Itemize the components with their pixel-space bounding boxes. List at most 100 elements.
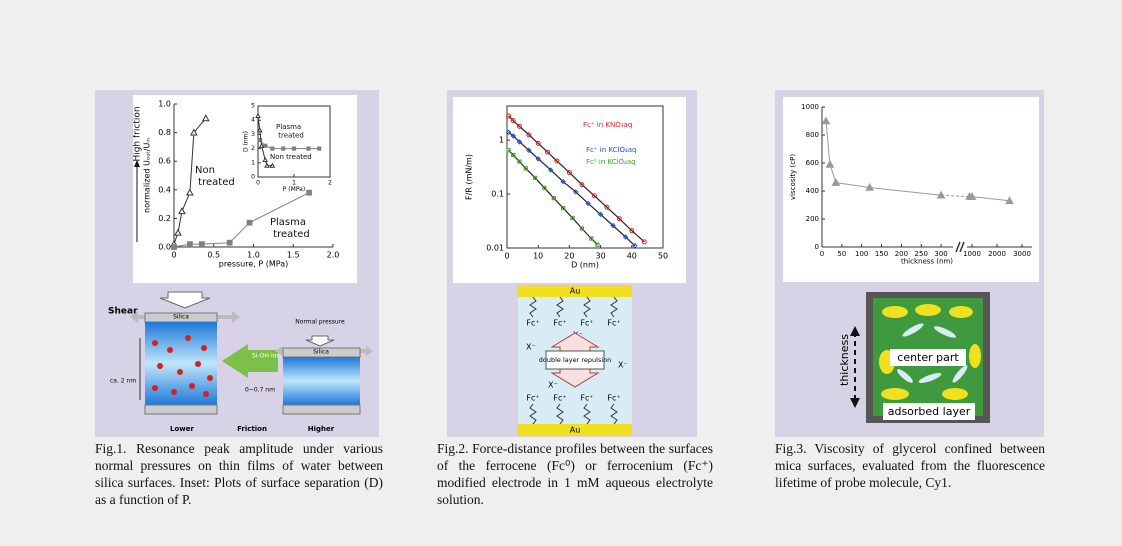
y-tick-label: 2 <box>251 145 255 152</box>
marker <box>572 189 579 195</box>
x-tick-label: 1.5 <box>287 251 300 260</box>
y-tick-label: 5 <box>251 103 255 110</box>
marker <box>610 222 616 229</box>
marker <box>198 241 205 248</box>
label: ca. 2 nm <box>110 378 136 385</box>
diagram: Au Au Fc⁺ Fc⁺ Fc⁺ Fc⁺ Fc⁺ Fc⁺ Fc⁺ Fc⁺ X⁻… <box>518 285 632 436</box>
pressure-arrow <box>305 335 335 347</box>
marker <box>281 146 286 151</box>
y-tick-label: 3 <box>251 131 255 138</box>
y-axis-label: D (nm) <box>243 131 250 152</box>
marker <box>187 241 193 248</box>
label: X⁻ <box>618 361 628 370</box>
marker <box>561 205 566 211</box>
x-tick-label: 40 <box>627 252 637 261</box>
marker <box>632 243 638 249</box>
axis-break <box>959 241 965 253</box>
x-tick-label: 3000 <box>1013 250 1031 258</box>
y-tick-label: 1 <box>499 136 504 145</box>
x-axis-label: pressure, P (MPa) <box>219 259 289 268</box>
series-line <box>869 187 942 196</box>
caption: Fig.3. Viscosity of glycerol confined be… <box>775 441 1045 490</box>
x-tick-label: 2000 <box>988 250 1006 258</box>
marker <box>570 215 575 221</box>
marker <box>1005 196 1014 205</box>
marker <box>579 226 584 231</box>
marker <box>178 207 186 215</box>
marker <box>174 228 182 236</box>
marker <box>589 236 594 241</box>
marker <box>505 129 512 135</box>
x-tick-label: 0 <box>256 180 260 187</box>
label: Fc⁺ <box>553 319 566 328</box>
y-tick-label: 0.1 <box>491 190 504 199</box>
marker <box>535 140 541 146</box>
series-label: Fc⁰ in KClO₄aq <box>586 158 636 166</box>
y-tick-label: 0.6 <box>158 157 171 166</box>
arrow-head <box>134 160 140 167</box>
marker <box>269 162 276 168</box>
marker <box>542 185 547 191</box>
x-tick-label: 0 <box>504 252 509 261</box>
marker <box>591 193 597 199</box>
marker <box>825 159 835 168</box>
y-tick-label: 1000 <box>801 103 819 111</box>
marker <box>560 178 566 185</box>
marker <box>523 166 528 171</box>
marker <box>171 244 177 250</box>
label: Fc⁺ <box>526 394 539 403</box>
x-tick-label: 50 <box>658 252 668 261</box>
label: Fc⁺ <box>580 319 593 328</box>
x-tick-label: 0.5 <box>207 251 220 260</box>
marker <box>551 196 556 201</box>
marker <box>317 146 322 151</box>
water <box>283 357 360 405</box>
y-tick-label: 0.0 <box>158 243 171 252</box>
marker <box>579 182 585 188</box>
marker <box>517 159 522 164</box>
caption: Fig.1. Resonance peak amplitude under va… <box>95 441 383 507</box>
series-line <box>835 182 870 188</box>
label: Au <box>570 426 581 435</box>
y-tick-label: 800 <box>806 131 819 139</box>
y-tick-label: 4 <box>251 117 255 124</box>
series-line <box>508 131 636 247</box>
series-line <box>971 196 1010 202</box>
marker <box>270 146 275 151</box>
x-tick-label: 0 <box>171 251 176 260</box>
chart: 0.010.110 10 20 30 40 50D (nm)F/R (mN/m)Fc⁺ i… <box>453 97 686 283</box>
label: Si-OH increases <box>252 353 299 360</box>
marker <box>526 147 532 153</box>
marker <box>821 116 831 125</box>
y-tick-label: 0 <box>251 174 255 181</box>
y-tick-label: 0 <box>815 243 819 251</box>
x-tick-label: 10 <box>533 252 543 261</box>
chart: 0.0 0.2 0.4 0.6 0.8 1.0 0 0.5 1.0 1.5 2.0 pressure,… <box>133 95 357 283</box>
label: Au <box>570 287 581 296</box>
series-label: Plasma treated <box>270 217 310 240</box>
series-label: Non treated <box>270 153 312 161</box>
y-tick-label: 1 <box>251 159 255 166</box>
marker <box>554 158 560 164</box>
x-tick-label: 250 <box>915 250 928 258</box>
marker <box>865 182 874 191</box>
x-tick-label: 100 <box>855 250 868 258</box>
label: center part <box>897 351 959 364</box>
x-axis-label: P (MPa) <box>283 186 305 193</box>
y-tick-label: 0.01 <box>486 244 504 253</box>
x-tick-label: 2.0 <box>327 251 340 260</box>
change-arrow <box>222 344 278 378</box>
label: Friction <box>237 425 267 433</box>
label: Fc⁺ <box>526 319 539 328</box>
marker <box>585 200 591 207</box>
label: Silica <box>313 349 329 356</box>
marker <box>622 234 629 240</box>
y-axis-label: normalized Uₒᵤₜ/Uᵢₙ <box>143 138 152 213</box>
marker <box>831 178 841 186</box>
y-tick-label: 600 <box>806 159 819 167</box>
x-tick-label: 30 <box>596 252 606 261</box>
label: Fc⁺ <box>580 394 593 403</box>
label: adsorbed layer <box>888 405 971 418</box>
marker <box>263 143 268 148</box>
pressure-arrow <box>159 291 211 309</box>
